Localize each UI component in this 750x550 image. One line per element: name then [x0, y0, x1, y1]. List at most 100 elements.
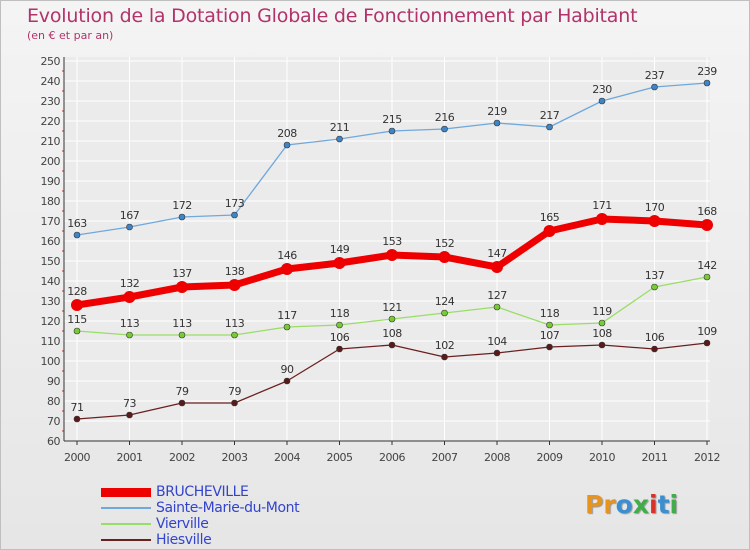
data-point: [651, 283, 658, 291]
data-point: [546, 343, 553, 351]
data-point: [546, 123, 553, 131]
data-label: 71: [71, 401, 84, 414]
y-tick-label: 90: [47, 375, 60, 388]
data-point: [228, 279, 241, 291]
data-label: 168: [697, 205, 717, 218]
data-point: [126, 223, 133, 231]
data-label: 170: [645, 201, 665, 214]
data-point: [336, 135, 343, 143]
data-point: [123, 291, 136, 303]
data-point: [543, 225, 556, 237]
x-tick-label: 2006: [379, 451, 405, 464]
data-point: [598, 341, 606, 349]
data-label: 121: [382, 301, 402, 314]
x-tick-label: 2001: [117, 451, 143, 464]
data-point: [491, 261, 503, 273]
data-point: [388, 341, 396, 349]
data-label: 113: [172, 317, 192, 330]
y-tick-label: 100: [41, 355, 61, 368]
y-tick-label: 230: [41, 95, 61, 108]
legend-item: Hiesville: [101, 532, 299, 548]
data-point: [231, 331, 238, 339]
data-label: 163: [67, 217, 87, 230]
data-point: [598, 97, 606, 105]
data-point: [231, 211, 238, 219]
x-tick-label: 2009: [537, 451, 563, 464]
data-label: 102: [435, 339, 455, 352]
data-label: 153: [382, 235, 402, 248]
data-label: 104: [487, 335, 507, 348]
legend-swatch: [101, 487, 151, 497]
legend-item: Sainte-Marie-du-Mont: [101, 500, 300, 516]
data-label: 239: [697, 65, 717, 78]
data-label: 113: [120, 317, 140, 330]
data-point: [441, 309, 448, 317]
data-point: [703, 273, 711, 281]
x-tick-label: 2000: [64, 451, 90, 464]
data-label: 79: [176, 385, 189, 398]
data-point: [493, 303, 501, 311]
data-point: [651, 83, 658, 91]
y-tick-label: 210: [41, 135, 61, 148]
data-label: 147: [487, 247, 507, 260]
data-point: [648, 215, 661, 227]
data-label: 146: [277, 249, 297, 262]
x-tick-label: 2004: [274, 451, 300, 464]
data-label: 124: [435, 295, 455, 308]
data-label: 237: [645, 69, 665, 82]
data-label: 132: [120, 277, 140, 290]
chart-title: Evolution de la Dotation Globale de Fonc…: [27, 5, 638, 27]
x-tick-label: 2002: [169, 451, 195, 464]
y-tick-label: 80: [47, 395, 60, 408]
data-label: 127: [487, 289, 507, 302]
data-label: 106: [645, 331, 665, 344]
data-point: [178, 213, 186, 221]
data-point: [71, 299, 83, 311]
y-tick-label: 220: [41, 115, 61, 128]
data-label: 108: [592, 327, 612, 340]
data-point: [598, 319, 606, 327]
data-point: [126, 331, 133, 339]
chart-subtitle: (en € et par an): [27, 29, 114, 42]
grid-layer: [64, 57, 710, 442]
legend-label: Vierville: [156, 516, 209, 532]
data-point: [441, 353, 448, 361]
data-label: 109: [697, 325, 717, 338]
data-point: [596, 213, 608, 225]
data-point: [493, 349, 501, 357]
data-point: [178, 399, 186, 407]
data-label: 211: [330, 121, 350, 134]
y-tick-label: 70: [47, 415, 60, 428]
y-tick-label: 170: [41, 215, 61, 228]
data-label: 149: [330, 243, 350, 256]
data-point: [651, 345, 658, 353]
data-label: 117: [277, 309, 297, 322]
data-point: [283, 141, 291, 149]
data-label: 165: [540, 211, 560, 224]
x-tick-label: 2007: [432, 451, 458, 464]
legend-swatch: [101, 539, 151, 541]
y-tick-label: 250: [41, 55, 61, 68]
legend-swatch: [101, 523, 151, 525]
data-point: [178, 331, 186, 339]
data-label: 167: [120, 209, 140, 222]
label-layer: 71 73 79 79 90 106 108 102 104 107 108 106 109 115 113…: [67, 65, 717, 414]
x-tick-label: 2010: [589, 451, 615, 464]
data-point: [703, 79, 711, 87]
data-point: [336, 345, 343, 353]
data-point: [546, 321, 553, 329]
data-point: [493, 119, 501, 127]
data-label: 79: [228, 385, 241, 398]
data-label: 115: [67, 313, 87, 326]
data-label: 90: [281, 363, 294, 376]
legend: BRUCHEVILLE Sainte-Marie-du-Mont Vierville…: [101, 484, 300, 548]
y-tick-label: 130: [41, 295, 61, 308]
legend-label: BRUCHEVILLE: [156, 484, 249, 500]
axis-layer: 60 70 80 90 100 110 120 130 140 150 160 170 180 190 20…: [41, 55, 721, 464]
y-tick-label: 110: [41, 335, 61, 348]
data-label: 73: [123, 397, 136, 410]
data-label: 152: [435, 237, 455, 250]
data-point: [283, 323, 291, 331]
data-point: [73, 231, 81, 239]
